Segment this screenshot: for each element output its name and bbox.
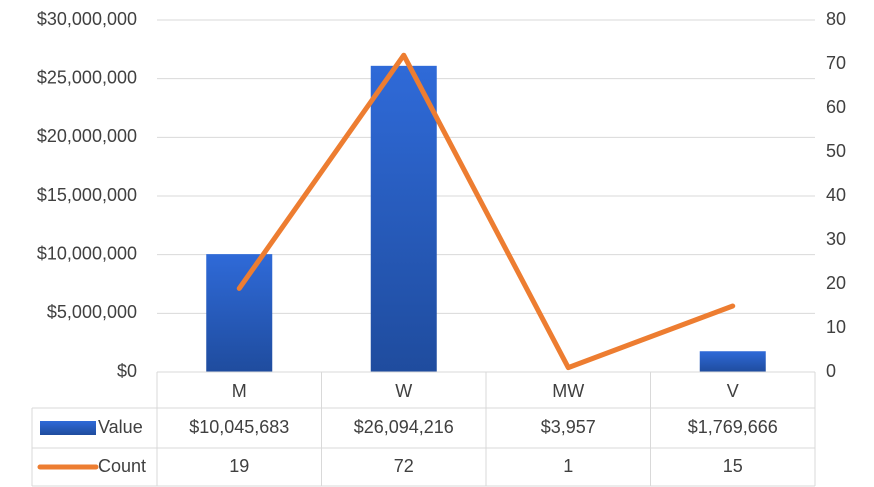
y2-tick-label: 10	[826, 317, 846, 337]
table-cell: $3,957	[541, 417, 596, 437]
y2-tick-label: 50	[826, 141, 846, 161]
y-tick-label: $20,000,000	[37, 126, 137, 146]
line-series	[236, 52, 736, 371]
x-tick-label: V	[727, 381, 739, 401]
bar	[370, 65, 437, 372]
x-tick-label: MW	[552, 381, 584, 401]
table-cell: $1,769,666	[688, 417, 778, 437]
table-cell: 72	[394, 456, 414, 476]
legend-label: Value	[98, 417, 143, 437]
legend-label: Count	[98, 456, 146, 476]
y2-tick-label: 80	[826, 9, 846, 29]
table-cell: 15	[723, 456, 743, 476]
y2-tick-label: 30	[826, 229, 846, 249]
y2-tick-label: 20	[826, 273, 846, 293]
bar	[206, 254, 273, 372]
y2-tick-label: 60	[826, 97, 846, 117]
y-tick-label: $30,000,000	[37, 9, 137, 29]
table-cell: $10,045,683	[189, 417, 289, 437]
x-tick-label: W	[395, 381, 412, 401]
x-tick-label: M	[232, 381, 247, 401]
y2-tick-label: 0	[826, 361, 836, 381]
table-cell: 19	[229, 456, 249, 476]
y2-tick-label: 70	[826, 53, 846, 73]
table-cell: 1	[563, 456, 573, 476]
legend-key	[40, 421, 96, 435]
y-tick-label: $25,000,000	[37, 67, 137, 87]
bar	[699, 351, 766, 372]
y-tick-label: $5,000,000	[47, 302, 137, 322]
y-tick-label: $10,000,000	[37, 243, 137, 263]
y-tick-label: $0	[117, 361, 137, 381]
table-cell: $26,094,216	[354, 417, 454, 437]
y2-tick-label: 40	[826, 185, 846, 205]
y-tick-label: $15,000,000	[37, 185, 137, 205]
